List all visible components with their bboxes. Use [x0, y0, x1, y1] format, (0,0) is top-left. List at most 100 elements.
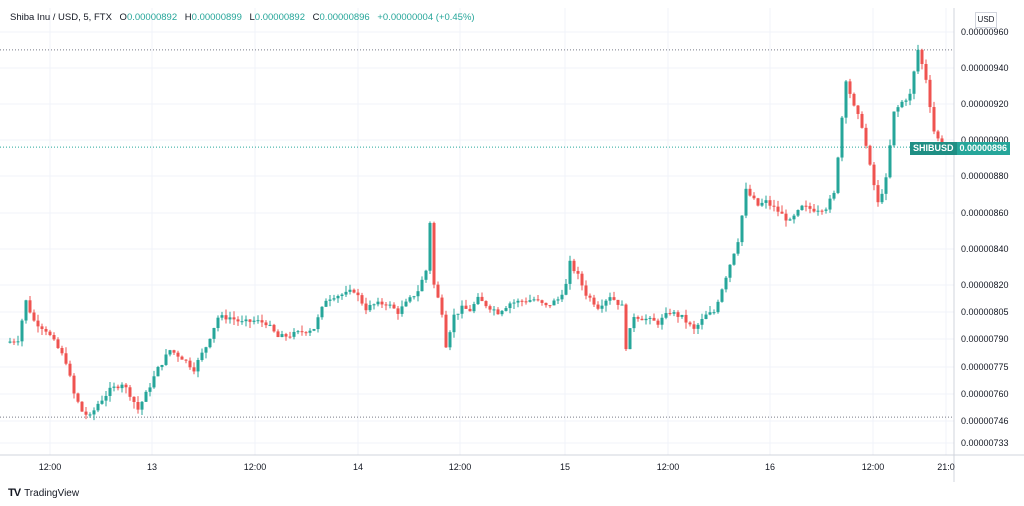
- candle-body: [124, 384, 128, 388]
- candle-body: [696, 324, 700, 329]
- candle-body: [688, 322, 692, 325]
- time-axis: 12:00 13 12:00 14 12:00 15 12:00 16 12:00 21:0: [39, 462, 955, 472]
- candle-body: [808, 206, 812, 209]
- candle-body: [760, 202, 764, 206]
- candle-body: [196, 360, 200, 372]
- tradingview-branding[interactable]: TV TradingView: [8, 487, 79, 499]
- candle-body: [840, 117, 844, 158]
- candle-body: [528, 300, 532, 302]
- candle-body: [344, 291, 348, 295]
- candle-body: [60, 348, 64, 354]
- candle-body: [444, 314, 448, 348]
- candle-body: [404, 301, 408, 307]
- candle-body: [80, 401, 84, 412]
- candle-body: [204, 347, 208, 353]
- candle-body: [276, 331, 280, 338]
- candle-body: [756, 198, 760, 206]
- open-value: 0.00000892: [126, 12, 178, 23]
- candle-body: [768, 200, 772, 206]
- candle-body: [792, 215, 796, 220]
- candle-body: [400, 306, 404, 314]
- candle-body: [788, 219, 792, 221]
- candle-body: [184, 359, 188, 361]
- candle-body: [648, 317, 652, 319]
- candle-body: [500, 310, 504, 315]
- time-tick-label: 12:00: [657, 462, 680, 472]
- candle-body: [52, 335, 56, 340]
- candle-body: [656, 320, 660, 325]
- candle-body: [88, 414, 92, 416]
- open-label: O: [119, 12, 127, 23]
- candle-body: [72, 375, 76, 394]
- candle-body: [812, 208, 816, 212]
- candle-body: [304, 332, 308, 334]
- candle-body: [668, 313, 672, 315]
- symbol-title[interactable]: Shiba Inu / USD, 5, FTX: [10, 12, 112, 23]
- candle-body: [512, 302, 516, 304]
- candle-body: [232, 317, 236, 320]
- price-tick-label: 0.00000960: [961, 27, 1009, 37]
- candle-body: [652, 317, 656, 321]
- chart-grid: [0, 8, 954, 455]
- candle-body: [932, 107, 936, 132]
- candle-body: [804, 205, 808, 207]
- candle-body: [252, 320, 256, 322]
- candle-body: [332, 298, 336, 300]
- price-tick-label: 0.00000760: [961, 389, 1009, 399]
- candle-body: [316, 317, 320, 330]
- price-tick-label: 0.00000900: [961, 135, 1009, 145]
- candle-body: [716, 301, 720, 313]
- candle-body: [300, 331, 304, 333]
- candle-body: [616, 299, 620, 305]
- candle-body: [176, 352, 180, 357]
- candle-body: [752, 195, 756, 199]
- candle-body: [388, 304, 392, 306]
- candle-body: [880, 193, 884, 203]
- candle-body: [492, 309, 496, 311]
- candle-body: [212, 327, 216, 339]
- low-label: L: [249, 12, 255, 23]
- candle-body: [224, 315, 228, 320]
- candle-body: [248, 319, 252, 322]
- reference-lines: [0, 49, 954, 418]
- candle-body: [292, 331, 296, 337]
- candle-body: [164, 354, 168, 365]
- candle-body: [140, 401, 144, 410]
- candle-body: [120, 384, 124, 389]
- candle-body: [8, 341, 12, 343]
- candle-body: [264, 322, 268, 326]
- candle-body: [92, 410, 96, 415]
- candle-body: [420, 279, 424, 292]
- candle-body: [144, 391, 148, 402]
- candle-body: [908, 93, 912, 101]
- candle-body: [340, 294, 344, 296]
- currency-button[interactable]: USD: [975, 12, 997, 28]
- candle-body: [524, 301, 528, 303]
- candle-body: [148, 387, 152, 392]
- candle-body: [380, 301, 384, 305]
- candle-body: [356, 292, 360, 296]
- candle-body: [480, 296, 484, 302]
- candle-body: [432, 222, 436, 285]
- candle-body: [620, 304, 624, 306]
- candle-body: [244, 319, 248, 322]
- candle-body: [700, 319, 704, 325]
- price-tick-label: 0.00000840: [961, 244, 1009, 254]
- candle-body: [208, 338, 212, 348]
- time-tick-label: 16: [765, 462, 775, 472]
- candle-body: [484, 301, 488, 307]
- candle-body: [820, 210, 824, 212]
- candle-body: [200, 352, 204, 361]
- candle-body: [68, 363, 72, 376]
- price-tick-label: 0.00000920: [961, 99, 1009, 109]
- candle-body: [136, 402, 140, 410]
- candle-body: [584, 285, 588, 296]
- candle-body: [456, 313, 460, 315]
- candle-body: [312, 329, 316, 331]
- candle-body: [100, 400, 104, 404]
- candle-body: [856, 105, 860, 114]
- candle-body: [556, 299, 560, 301]
- candle-body: [504, 308, 508, 311]
- candle-body: [864, 127, 868, 146]
